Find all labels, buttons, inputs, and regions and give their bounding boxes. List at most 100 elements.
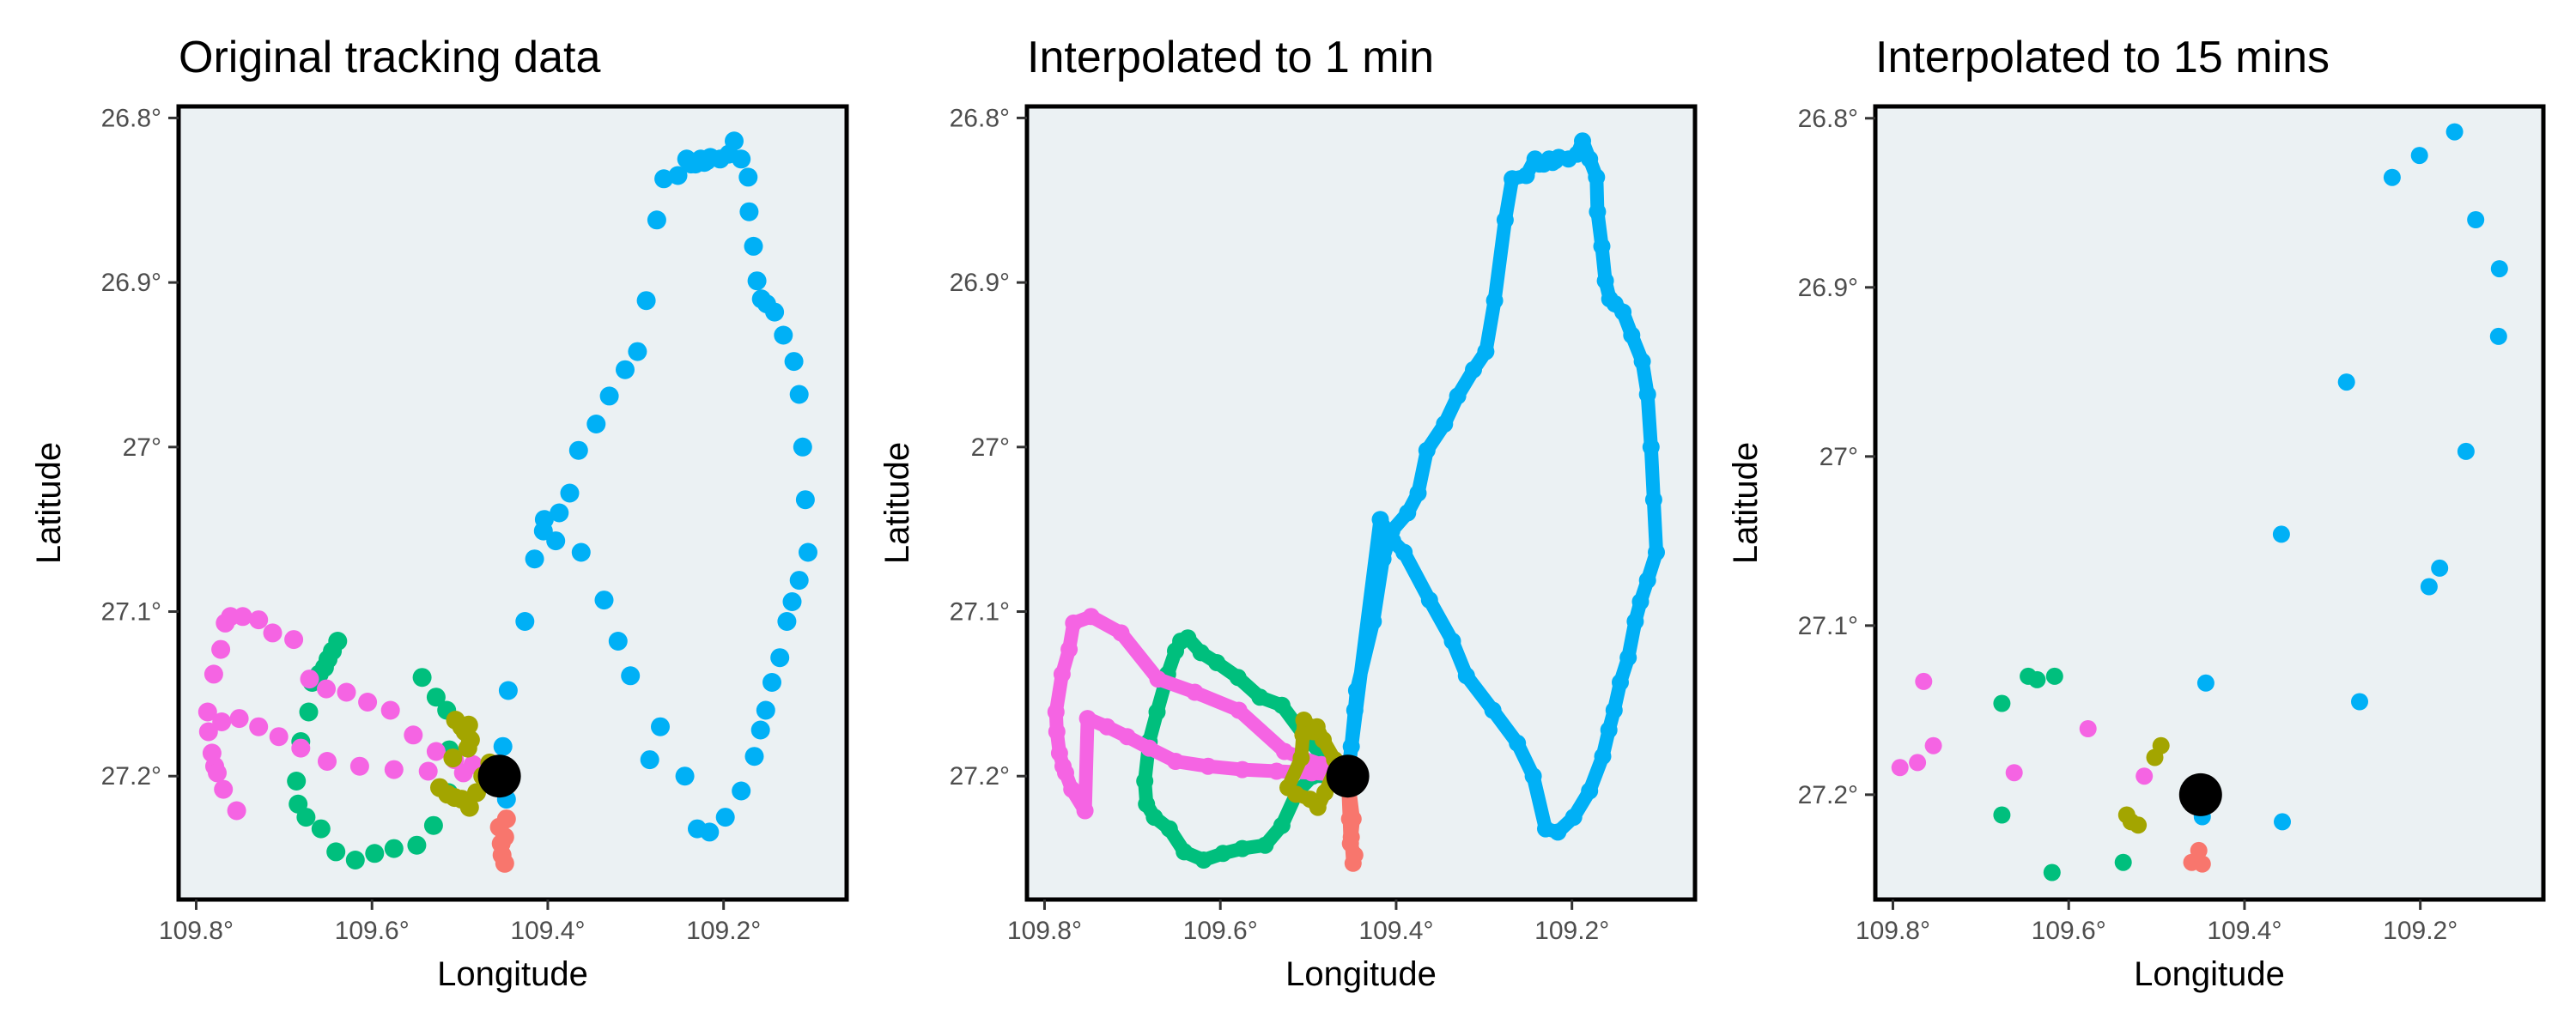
data-point bbox=[1588, 168, 1606, 186]
x-tick-label: 109.6° bbox=[335, 917, 410, 945]
data-point bbox=[1364, 613, 1382, 630]
data-point bbox=[311, 819, 331, 839]
data-point bbox=[1186, 683, 1204, 701]
series-2 bbox=[1047, 608, 1357, 820]
data-point bbox=[2445, 123, 2464, 141]
y-tick-label: 26.8° bbox=[950, 104, 1010, 132]
data-point bbox=[284, 630, 304, 650]
y-tick-label: 26.9° bbox=[101, 269, 161, 297]
data-point bbox=[2129, 816, 2148, 834]
data-point bbox=[1136, 772, 1154, 790]
data-point bbox=[594, 591, 614, 610]
data-point bbox=[1638, 572, 1656, 590]
data-point bbox=[459, 797, 479, 817]
series-0 bbox=[1339, 132, 1665, 841]
data-point bbox=[317, 679, 336, 699]
panel-original-tracking: Original tracking data 109.8° 109.6° 109.4°… bbox=[30, 33, 849, 993]
data-point bbox=[2196, 674, 2215, 692]
data-point bbox=[770, 648, 790, 668]
data-point bbox=[1517, 167, 1535, 185]
data-point bbox=[208, 763, 227, 783]
x-tick-label: 109.8° bbox=[159, 917, 234, 945]
data-point bbox=[750, 720, 770, 740]
data-point bbox=[2136, 767, 2154, 785]
x-tick-label: 109.2° bbox=[2383, 917, 2458, 945]
panel-interpolated-1min: Interpolated to 1 min 109.8° 109.6° 109.4° 1… bbox=[878, 33, 1698, 993]
data-point bbox=[249, 717, 269, 736]
data-point bbox=[1574, 132, 1591, 150]
data-point bbox=[1614, 303, 1632, 321]
data-point bbox=[799, 542, 817, 562]
data-point bbox=[1589, 203, 1607, 221]
data-point bbox=[1176, 843, 1194, 861]
center-point bbox=[2178, 772, 2222, 816]
data-point bbox=[1344, 810, 1362, 828]
y-tick-label: 26.9° bbox=[950, 269, 1010, 297]
data-point bbox=[380, 700, 400, 720]
y-tick-label: 27.2° bbox=[101, 762, 161, 791]
data-point bbox=[525, 549, 544, 569]
data-point bbox=[1230, 701, 1248, 719]
data-point bbox=[1619, 649, 1637, 667]
data-point bbox=[365, 844, 385, 863]
data-point bbox=[762, 673, 781, 692]
data-point bbox=[654, 169, 674, 189]
data-point bbox=[1596, 272, 1614, 290]
data-point bbox=[732, 149, 751, 169]
data-point bbox=[675, 766, 695, 786]
series-0 bbox=[493, 131, 817, 842]
data-point bbox=[2274, 813, 2291, 831]
data-point bbox=[249, 610, 269, 630]
data-point bbox=[1229, 669, 1247, 687]
data-point bbox=[496, 809, 516, 829]
data-point bbox=[407, 835, 427, 855]
data-point bbox=[459, 715, 478, 735]
data-point bbox=[300, 670, 319, 689]
data-point bbox=[550, 503, 569, 523]
y-tick-label: 26.8° bbox=[101, 104, 161, 132]
y-tick-label: 27.2° bbox=[1798, 781, 1858, 809]
data-point bbox=[1309, 798, 1327, 816]
data-point bbox=[296, 808, 316, 827]
x-axis-label: Longitude bbox=[1285, 955, 1437, 993]
data-point bbox=[2193, 855, 2211, 873]
data-point bbox=[784, 352, 804, 372]
data-point bbox=[1118, 728, 1136, 746]
data-point bbox=[1891, 759, 1909, 777]
data-point bbox=[1631, 593, 1649, 610]
data-point bbox=[1537, 820, 1554, 838]
data-point bbox=[2489, 327, 2507, 345]
data-point bbox=[777, 612, 797, 631]
data-point bbox=[793, 437, 812, 457]
data-point bbox=[2420, 578, 2438, 596]
data-point bbox=[732, 781, 751, 801]
series-3 bbox=[430, 711, 500, 817]
data-point bbox=[1342, 828, 1360, 846]
data-point bbox=[1112, 624, 1130, 642]
data-point bbox=[647, 210, 666, 230]
data-point bbox=[1395, 543, 1413, 561]
data-point bbox=[1623, 326, 1641, 344]
data-point bbox=[640, 750, 659, 770]
data-point bbox=[1509, 734, 1527, 752]
data-point bbox=[2114, 853, 2132, 871]
data-point bbox=[1167, 642, 1184, 660]
data-point bbox=[358, 693, 378, 712]
data-point bbox=[688, 819, 707, 839]
data-point bbox=[774, 325, 793, 345]
data-point bbox=[263, 623, 283, 643]
x-tick-label: 109.4° bbox=[1358, 917, 1433, 945]
data-point bbox=[608, 632, 628, 651]
data-point bbox=[1053, 665, 1071, 683]
data-point bbox=[2337, 373, 2355, 391]
data-point bbox=[744, 236, 763, 256]
data-point bbox=[269, 727, 289, 747]
data-point bbox=[1047, 703, 1065, 721]
data-point bbox=[1993, 694, 2011, 712]
series-4 bbox=[2183, 841, 2211, 873]
data-point bbox=[2383, 168, 2401, 186]
y-tick-label: 27.1° bbox=[101, 598, 161, 627]
data-point bbox=[1420, 591, 1438, 609]
track-line bbox=[1138, 631, 1355, 867]
data-point bbox=[744, 747, 764, 766]
